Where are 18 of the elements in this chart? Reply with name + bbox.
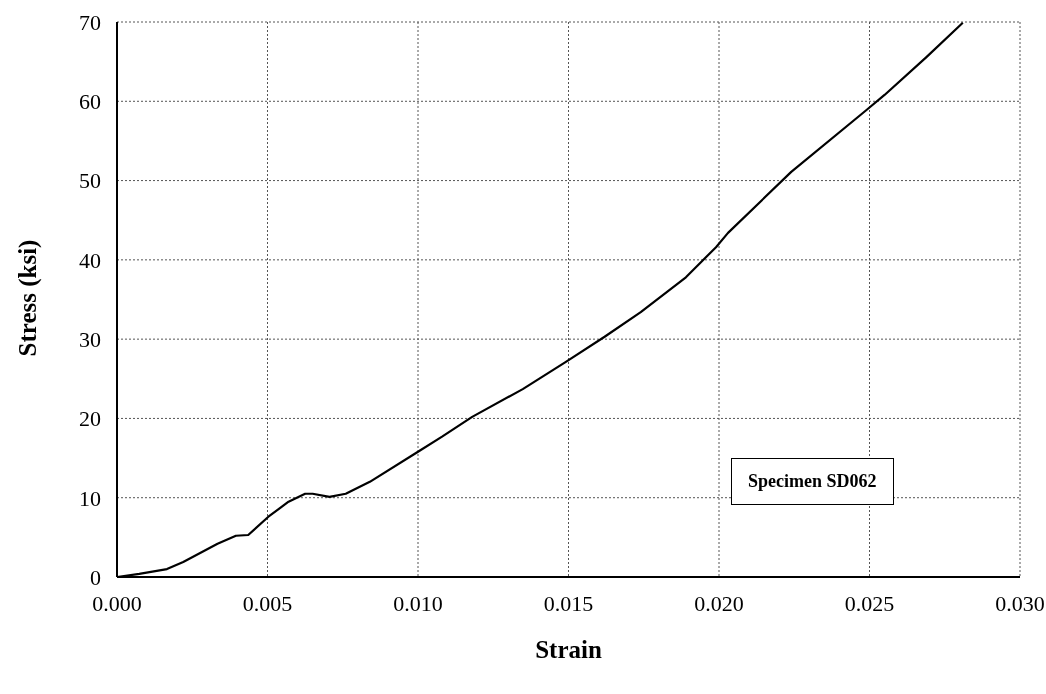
y-axis-title: Stress (ksi): [14, 238, 42, 358]
annotation: Specimen SD062: [731, 457, 894, 505]
x-tick-label: 0.020: [694, 590, 744, 616]
y-tick-label: 60: [79, 89, 101, 115]
x-tick-label: 0.025: [844, 590, 895, 616]
x-tick-label: 0.015: [543, 590, 594, 616]
y-tick-label: 30: [79, 326, 101, 352]
y-tick-label: 20: [79, 406, 101, 432]
y-tick-label: 40: [79, 247, 101, 273]
y-tick-label: 70: [79, 9, 101, 35]
y-tick-label: 10: [79, 485, 101, 511]
x-tick-label: 0.005: [242, 590, 293, 616]
y-tick-label: 0: [90, 564, 101, 590]
y-tick-label: 50: [79, 168, 101, 194]
x-tick-label: 0.030: [995, 590, 1045, 616]
x-axis-title: Strain: [534, 636, 603, 664]
x-tick-label: 0.000: [92, 590, 142, 616]
x-tick-label: 0.010: [393, 590, 443, 616]
